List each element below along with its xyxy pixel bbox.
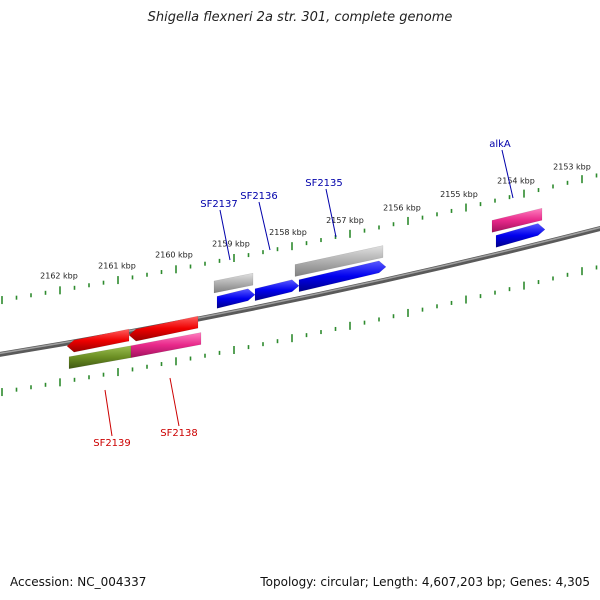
gene-leader-line: [258, 201, 271, 251]
cds-alka: [495, 223, 546, 248]
gene-leader-line: [219, 209, 231, 261]
gene-label: SF2136: [240, 191, 278, 202]
tick-label: 2159 kbp: [212, 240, 250, 249]
map-title: Shigella flexneri 2a str. 301, complete …: [147, 10, 453, 25]
genome-summary-text: Topology: circular; Length: 4,607,203 bp…: [260, 575, 590, 589]
gene-label: alkA: [489, 139, 511, 150]
gene-alka: [491, 207, 543, 233]
gene-sf2137: [213, 272, 254, 294]
tick-label: 2161 kbp: [98, 261, 136, 270]
cds-sf2138: [128, 315, 199, 342]
tick-label: 2158 kbp: [269, 228, 307, 237]
inner-tick-row: [1, 265, 598, 397]
feature-layer: [66, 207, 546, 370]
gene-label: SF2139: [93, 438, 131, 449]
tick-label: 2160 kbp: [155, 251, 193, 260]
accession-text: Accession: NC_004337: [10, 575, 147, 589]
gene-label: SF2137: [200, 199, 238, 210]
tick-label: 2162 kbp: [40, 271, 78, 280]
gene-sf2138: [130, 332, 202, 359]
gene-leader-line: [325, 188, 337, 238]
gene-sf2135: [294, 245, 384, 277]
cds-sf2136: [254, 279, 300, 302]
cds-sf2135: [298, 260, 387, 293]
gene-leader-line: [501, 149, 514, 199]
gene-leader-line: [169, 377, 180, 427]
tick-layer: 2153 kbp 2154 kbp 2155 kbp 2156 kbp 2157 kbp…: [1, 163, 598, 397]
cds-sf2137: [216, 288, 256, 309]
tick-label: 2155 kbp: [440, 190, 478, 199]
gene-label: SF2135: [305, 178, 343, 189]
tick-label: 2157 kbp: [326, 216, 364, 225]
gene-leader-line: [104, 389, 113, 437]
outer-tick-row: [1, 173, 598, 305]
tick-label: 2156 kbp: [383, 203, 421, 212]
gene-label: SF2138: [160, 428, 198, 439]
cds-sf2139: [66, 328, 130, 353]
tick-label: 2154 kbp: [497, 177, 535, 186]
tick-label: 2153 kbp: [553, 163, 591, 172]
